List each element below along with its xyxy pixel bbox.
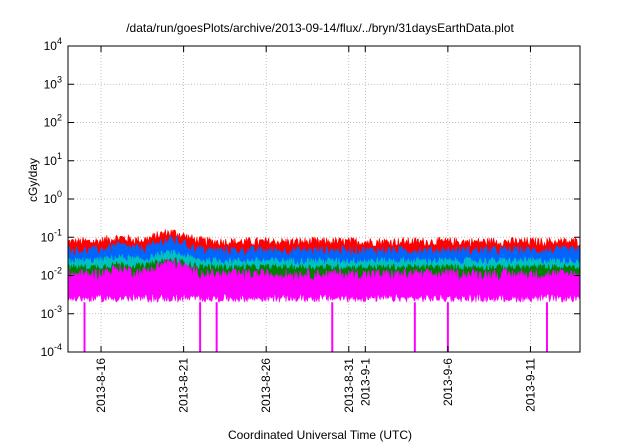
y-axis: 10-4 10-3 10-2 10-1 100 101 102 103 104 [41, 36, 580, 359]
grid-lines [68, 46, 580, 352]
y-axis-label: cGy/day [26, 157, 40, 202]
x-tick-label: 2013-8-21 [177, 358, 191, 413]
y-tick-label: 103 [44, 74, 62, 91]
y-tick-label: 104 [44, 36, 62, 53]
y-tick-label: 10-3 [41, 304, 62, 321]
y-tick-label: 102 [44, 113, 62, 130]
x-tick-label: 2013-9-1 [358, 358, 372, 406]
y-tick-label: 10-1 [41, 227, 62, 244]
y-tick-label: 10-2 [41, 266, 62, 283]
chart-title: /data/run/goesPlots/archive/2013-09-14/f… [126, 21, 514, 35]
series-area [67, 229, 581, 352]
x-axis: 2013-8-16 2013-8-21 2013-8-26 2013-8-31 2013… [94, 46, 537, 413]
y-tick-label: 100 [44, 189, 62, 206]
x-tick-label: 2013-8-31 [342, 358, 356, 413]
x-tick-label: 2013-9-11 [523, 358, 537, 412]
x-tick-label: 2013-9-6 [441, 358, 455, 406]
x-tick-label: 2013-8-26 [259, 358, 273, 413]
x-tick-label: 2013-8-16 [94, 358, 108, 413]
y-tick-label: 10-4 [41, 342, 62, 359]
x-axis-label: Coordinated Universal Time (UTC) [227, 428, 413, 442]
y-tick-label: 101 [44, 151, 62, 168]
